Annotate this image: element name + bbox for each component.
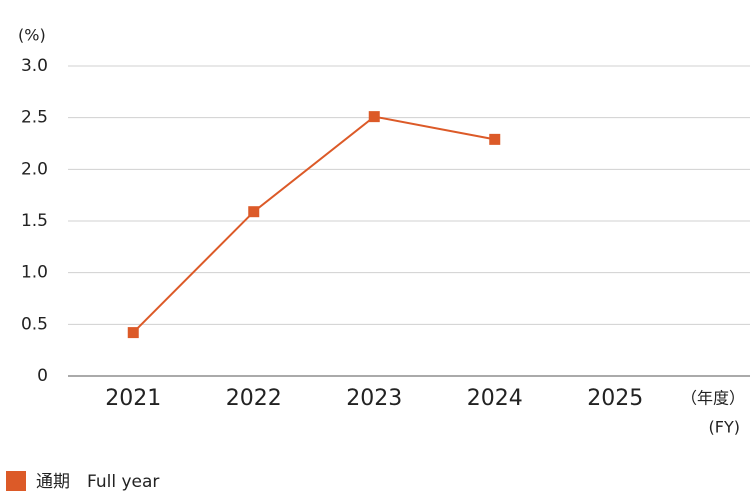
y-tick-label: 2.0 bbox=[21, 159, 48, 179]
y-tick-label: 0.5 bbox=[21, 314, 48, 334]
point-marker bbox=[368, 111, 380, 123]
y-tick-label: 0 bbox=[37, 366, 48, 386]
x-tick-label: 2025 bbox=[587, 386, 643, 411]
y-tick-label: 3.0 bbox=[21, 56, 48, 76]
point-marker bbox=[248, 206, 260, 218]
y-tick-label: 1.5 bbox=[21, 211, 48, 231]
x-tick-label: 2023 bbox=[346, 386, 402, 411]
x-unit-en: (FY) bbox=[709, 418, 740, 437]
x-unit: （年度） bbox=[681, 389, 745, 408]
point-marker bbox=[127, 327, 139, 339]
series-line bbox=[132, 115, 495, 334]
point-marker bbox=[489, 133, 501, 145]
x-tick-label: 2024 bbox=[467, 386, 523, 411]
legend-label: 通期 Full year bbox=[36, 472, 159, 492]
y-unit: (%) bbox=[18, 26, 46, 45]
y-tick-label: 2.5 bbox=[21, 108, 48, 128]
x-tick-label: 2022 bbox=[226, 386, 282, 411]
legend-swatch bbox=[6, 471, 26, 491]
y-tick-label: 1.0 bbox=[21, 263, 48, 283]
x-tick-label: 2021 bbox=[105, 386, 161, 411]
